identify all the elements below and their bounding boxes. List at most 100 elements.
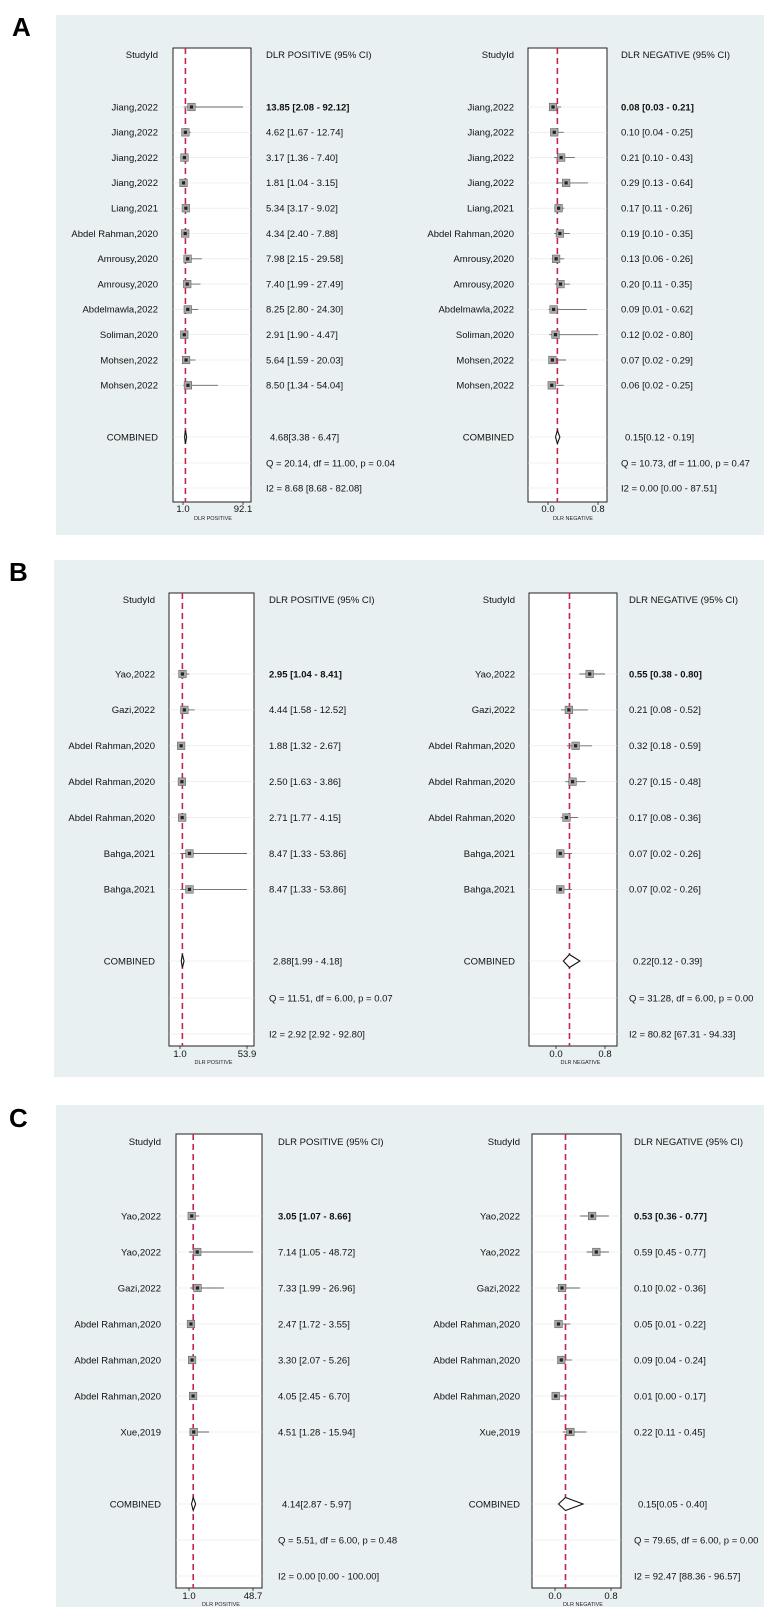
- study-label: Jiang,2022: [112, 178, 158, 189]
- pos-point-estimate: [182, 708, 186, 712]
- neg-point-estimate: [564, 181, 568, 185]
- pos-estimate-text: 2.91 [1.90 - 4.47]: [266, 330, 338, 341]
- pos-heterogeneity-q: Q = 20.14, df = 11.00, p = 0.04: [266, 458, 395, 469]
- study-label: Soliman,2020: [100, 330, 158, 341]
- pos-estimate-text: 4.34 [2.40 - 7.88]: [266, 229, 338, 240]
- pos-estimate-text: 2.50 [1.63 - 3.86]: [269, 777, 341, 788]
- pos-estimate-text: 1.81 [1.04 - 3.15]: [266, 178, 338, 189]
- neg-column-header: DLR NEGATIVE (95% CI): [629, 595, 738, 606]
- neg-estimate-text: 0.05 [0.01 - 0.22]: [634, 1319, 706, 1330]
- neg-estimate-text: 0.17 [0.11 - 0.26]: [621, 204, 692, 215]
- study-label: Abdel Rahman,2020: [428, 741, 515, 752]
- neg-estimate-text: 0.17 [0.08 - 0.36]: [629, 813, 701, 824]
- pos-point-estimate: [183, 130, 187, 134]
- pos-point-estimate: [190, 1214, 194, 1218]
- pos-axis-label: DLR POSITIVE: [202, 1602, 240, 1607]
- neg-point-estimate: [570, 780, 575, 784]
- study-label: Jiang,2022: [112, 153, 158, 164]
- panel-letter: C: [9, 1103, 28, 1133]
- study-label: Yao,2022: [480, 1211, 520, 1222]
- study-label: Gazi,2022: [118, 1283, 161, 1294]
- pos-tick-label: 92.1: [234, 504, 253, 515]
- neg-estimate-text: 0.27 [0.15 - 0.48]: [629, 777, 701, 788]
- study-label: Bahga,2021: [464, 885, 515, 896]
- neg-point-estimate: [559, 1358, 563, 1362]
- study-label: Abdelmawla,2022: [438, 305, 514, 316]
- pos-point-estimate: [184, 358, 188, 362]
- neg-estimate-text: 0.20 [0.11 - 0.35]: [621, 279, 692, 290]
- study-label: Amrousy,2020: [97, 254, 158, 265]
- neg-axis-label: DLR NEGATIVE: [553, 516, 593, 522]
- neg-combined-text: 0.15[0.05 - 0.40]: [638, 1499, 707, 1510]
- neg-point-estimate: [588, 672, 592, 676]
- neg-point-estimate: [550, 383, 554, 387]
- neg-estimate-text: 0.55 [0.38 - 0.80]: [629, 669, 702, 680]
- neg-point-estimate: [552, 130, 556, 134]
- panel-letter: A: [12, 12, 31, 42]
- study-label: Amrousy,2020: [97, 279, 158, 290]
- study-label: Abdel Rahman,2020: [71, 229, 158, 240]
- pos-estimate-text: 8.50 [1.34 - 54.04]: [266, 381, 343, 392]
- studyid-header: StudyId: [123, 595, 155, 606]
- pos-estimate-text: 8.25 [2.80 - 24.30]: [266, 305, 343, 316]
- neg-estimate-text: 0.10 [0.04 - 0.25]: [621, 128, 693, 139]
- neg-point-estimate: [560, 1286, 564, 1290]
- pos-estimate-text: 7.98 [2.15 - 29.58]: [266, 254, 343, 265]
- combined-label: COMBINED: [107, 432, 158, 443]
- neg-point-estimate: [556, 1322, 561, 1326]
- neg-heterogeneity-q: Q = 10.73, df = 11.00, p = 0.47: [621, 458, 750, 469]
- study-label: Abdel Rahman,2020: [433, 1391, 520, 1402]
- neg-estimate-text: 0.07 [0.02 - 0.26]: [629, 849, 701, 860]
- combined-label: COMBINED: [110, 1499, 161, 1510]
- study-label: Xue,2019: [479, 1427, 520, 1438]
- study-label: Abdel Rahman,2020: [68, 741, 155, 752]
- combined-label: COMBINED: [469, 1499, 520, 1510]
- study-label: Jiang,2022: [112, 102, 158, 113]
- neg-point-estimate: [574, 744, 578, 748]
- neg-i2-statistic: I2 = 80.82 [67.31 - 94.33]: [629, 1029, 735, 1040]
- neg-estimate-text: 0.29 [0.13 - 0.64]: [621, 178, 693, 189]
- neg-point-estimate: [552, 307, 556, 311]
- pos-combined-text: 4.68[3.38 - 6.47]: [270, 432, 339, 443]
- neg-tick-label: 0.8: [591, 504, 604, 515]
- pos-heterogeneity-q: Q = 5.51, df = 6.00, p = 0.48: [278, 1535, 397, 1546]
- studyid-header: StudyId: [129, 1137, 161, 1148]
- study-label: Bahga,2021: [104, 849, 155, 860]
- study-label: Abdel Rahman,2020: [428, 777, 515, 788]
- neg-tick-label: 0.8: [604, 1591, 617, 1602]
- pos-point-estimate: [182, 156, 187, 160]
- neg-estimate-text: 0.12 [0.02 - 0.80]: [621, 330, 693, 341]
- neg-estimate-text: 0.01 [0.00 - 0.17]: [634, 1391, 706, 1402]
- pos-tick-label: 1.0: [176, 504, 189, 515]
- study-label: Amrousy,2020: [453, 254, 514, 265]
- neg-plot-area: [528, 592, 618, 1047]
- study-label: Liang,2021: [111, 204, 158, 215]
- pos-tick-label: 48.7: [244, 1591, 263, 1602]
- pos-point-estimate: [187, 887, 192, 891]
- neg-point-estimate: [567, 708, 571, 712]
- neg-estimate-text: 0.59 [0.45 - 0.77]: [634, 1247, 706, 1258]
- pos-estimate-text: 3.17 [1.36 - 7.40]: [266, 153, 338, 164]
- pos-combined-diamond: [180, 954, 185, 968]
- study-label: Yao,2022: [115, 669, 155, 680]
- panel-background: [56, 1105, 764, 1607]
- pos-i2-statistic: I2 = 0.00 [0.00 - 100.00]: [278, 1571, 379, 1582]
- neg-estimate-text: 0.07 [0.02 - 0.29]: [621, 355, 693, 366]
- study-label: Jiang,2022: [468, 153, 514, 164]
- neg-estimate-text: 0.10 [0.02 - 0.36]: [634, 1283, 706, 1294]
- forest-panel-a: A StudyId DLR POSITIVE (95% CI) Jiang,2022 1…: [12, 12, 764, 535]
- pos-estimate-text: 3.30 [2.07 - 5.26]: [278, 1355, 350, 1366]
- study-label: Mohsen,2022: [456, 381, 514, 392]
- study-label: Amrousy,2020: [453, 279, 514, 290]
- study-label: Jiang,2022: [468, 178, 514, 189]
- neg-combined-diamond: [554, 428, 561, 446]
- pos-heterogeneity-q: Q = 11.51, df = 6.00, p = 0.07: [269, 993, 393, 1004]
- study-label: Mohsen,2022: [456, 355, 514, 366]
- studyid-header: StudyId: [482, 50, 514, 61]
- study-label: Abdel Rahman,2020: [74, 1391, 161, 1402]
- pos-combined-text: 4.14[2.87 - 5.97]: [282, 1499, 351, 1510]
- pos-tick-label: 53.9: [238, 1049, 257, 1060]
- study-label: Gazi,2022: [472, 705, 515, 716]
- study-label: Abdel Rahman,2020: [68, 777, 155, 788]
- neg-estimate-text: 0.08 [0.03 - 0.21]: [621, 102, 694, 113]
